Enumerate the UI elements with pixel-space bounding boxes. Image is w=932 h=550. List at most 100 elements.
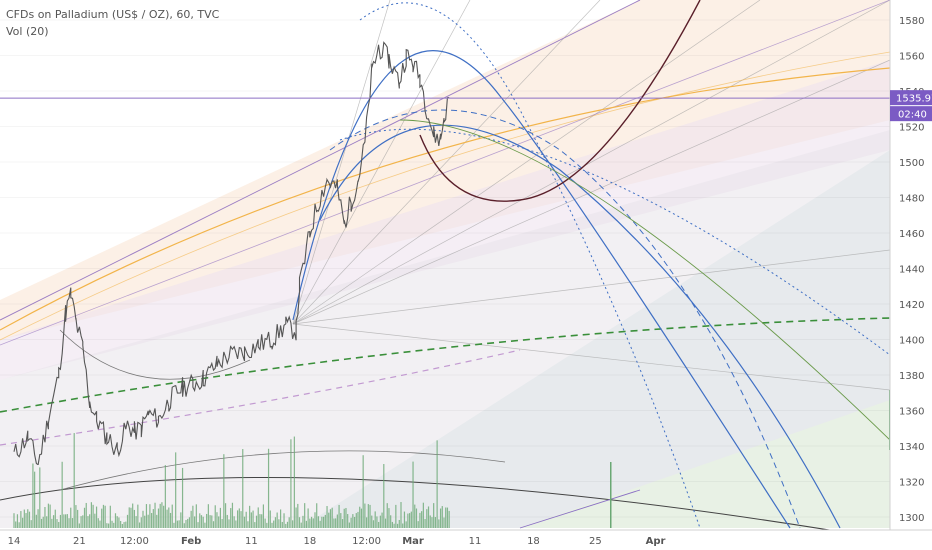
volume-bar (75, 505, 77, 528)
volume-bar (340, 513, 342, 528)
volume-bar (144, 515, 146, 528)
volume-bar (329, 509, 332, 528)
volume-bar (108, 523, 110, 528)
volume-bar (353, 516, 356, 528)
price-tick-label: 1480 (899, 194, 924, 205)
volume-bar (395, 504, 397, 528)
volume-bar (305, 520, 307, 528)
volume-bar (391, 521, 393, 528)
fan-line (292, 59, 891, 325)
volume-bar (123, 522, 125, 528)
volume-bar (228, 519, 230, 528)
orange-curve-2 (0, 51, 891, 341)
volume-bar (142, 510, 144, 528)
volume-bar (164, 465, 166, 528)
price-tick-label: 1560 (899, 52, 924, 63)
volume-bar (42, 516, 44, 528)
volume-bar (226, 514, 228, 528)
purple-short-line (519, 489, 641, 529)
fan-line (292, 0, 761, 325)
volume-bar (360, 508, 363, 528)
volume-bar (114, 513, 117, 528)
volume-legend[interactable]: Vol (20) (6, 23, 219, 40)
time-tick-label: 25 (589, 536, 602, 547)
price-tick-label: 1300 (899, 513, 924, 524)
symbol-legend[interactable]: CFDs on Palladium (US$ / OZ), 60, TVC (6, 6, 219, 23)
volume-bar (274, 517, 277, 528)
volume-bar (168, 507, 170, 528)
volume-bar (388, 508, 390, 528)
volume-bar (304, 503, 306, 528)
volume-bar (338, 504, 340, 528)
volume-bar (269, 510, 271, 528)
volume-bar (441, 506, 443, 528)
volume-bar (350, 517, 352, 528)
volume-bar (362, 455, 364, 528)
drawing-tools (0, 0, 891, 541)
volume-bar (80, 516, 82, 528)
volume-bar (235, 520, 237, 528)
volume-bar (431, 517, 433, 528)
volume-bar (30, 520, 32, 528)
volume-bar (56, 519, 58, 528)
volume-bar (185, 519, 187, 528)
volume-bar (154, 502, 156, 528)
volume-bar (276, 512, 278, 528)
volume-bar (359, 506, 361, 528)
volume-bar (312, 518, 314, 528)
volume-bar (255, 515, 258, 528)
volume-bar (35, 514, 37, 528)
volume-bar (386, 503, 388, 528)
volume-bar (331, 507, 333, 528)
volume-bar (314, 512, 316, 528)
countdown-badge-box (890, 106, 932, 122)
volume-bar (46, 516, 48, 528)
volume-bar (403, 511, 406, 528)
volume-bar (82, 515, 84, 528)
volume-bar (405, 521, 407, 528)
volume-bar (104, 505, 106, 528)
volume-bar (410, 511, 412, 528)
price-badge-value: 1535.97 (896, 94, 932, 105)
chart-legend: CFDs on Palladium (US$ / OZ), 60, TVC Vo… (6, 6, 219, 40)
volume-bar (261, 514, 263, 528)
volume-bar (238, 508, 240, 528)
volume-bar (152, 509, 154, 528)
volume-bar (44, 506, 46, 528)
volume-bar (138, 522, 141, 528)
volume-bar (384, 518, 387, 528)
volume-bar (374, 511, 376, 528)
volume-bar (194, 516, 196, 528)
volume-bar (118, 517, 120, 528)
volume-bar (240, 511, 242, 528)
volume-bar (433, 503, 435, 528)
volume-bar (190, 510, 192, 528)
volume-bar (183, 523, 185, 528)
time-tick-label: 11 (245, 536, 258, 547)
volume-bar (333, 518, 335, 528)
volume-bar (267, 448, 270, 528)
orange-curve (0, 67, 891, 331)
time-axis-bg (0, 530, 932, 550)
volume-bar (293, 436, 295, 528)
volume-bar (371, 515, 373, 528)
volume-bar (366, 517, 368, 528)
fan-line (292, 0, 471, 325)
volume-bar (51, 518, 53, 528)
volume-title: Vol (20) (6, 25, 49, 38)
volume-bar (372, 520, 375, 528)
volume-bar (113, 522, 115, 528)
price-tick-label: 1580 (899, 16, 924, 27)
volume-bar (285, 523, 287, 528)
fan-line (292, 323, 891, 391)
price-tick-label: 1460 (899, 229, 924, 240)
time-tick-label: 14 (8, 536, 21, 547)
volume-bar (309, 518, 311, 528)
volume-bar (47, 503, 49, 528)
volume-bar (396, 523, 399, 528)
time-tick-label: 18 (303, 536, 316, 547)
volume-bar (137, 504, 139, 528)
volume-bar (364, 503, 366, 528)
